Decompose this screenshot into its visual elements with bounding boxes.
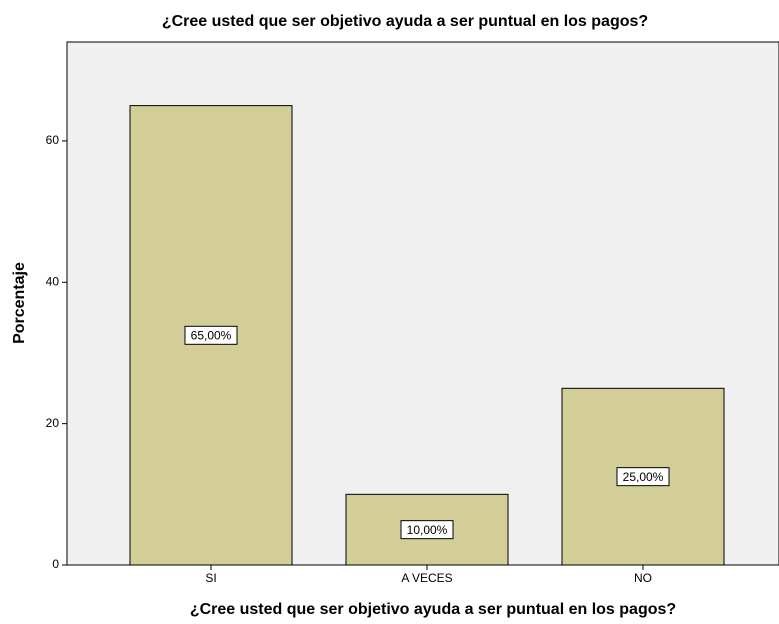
chart-title: ¿Cree usted que ser objetivo ayuda a ser… [162,13,648,30]
value-label: 25,00% [623,470,664,484]
value-label-box [400,520,454,540]
y-tick-label: 0 [52,557,59,571]
x-tick-label: A VECES [401,571,452,585]
value-label-box [184,325,238,345]
bar [129,105,293,566]
y-axis-label: Porcentaje [11,262,28,344]
x-tick-label: SI [205,571,216,585]
y-tick-label: 60 [46,133,60,147]
value-label: 10,00% [407,523,448,537]
value-label: 65,00% [191,328,232,342]
value-label-box [616,467,670,487]
x-axis-label: ¿Cree usted que ser objetivo ayuda a ser… [190,601,676,618]
x-tick-label: NO [634,571,652,585]
y-tick-label: 40 [46,274,60,288]
y-tick-label: 20 [46,416,60,430]
